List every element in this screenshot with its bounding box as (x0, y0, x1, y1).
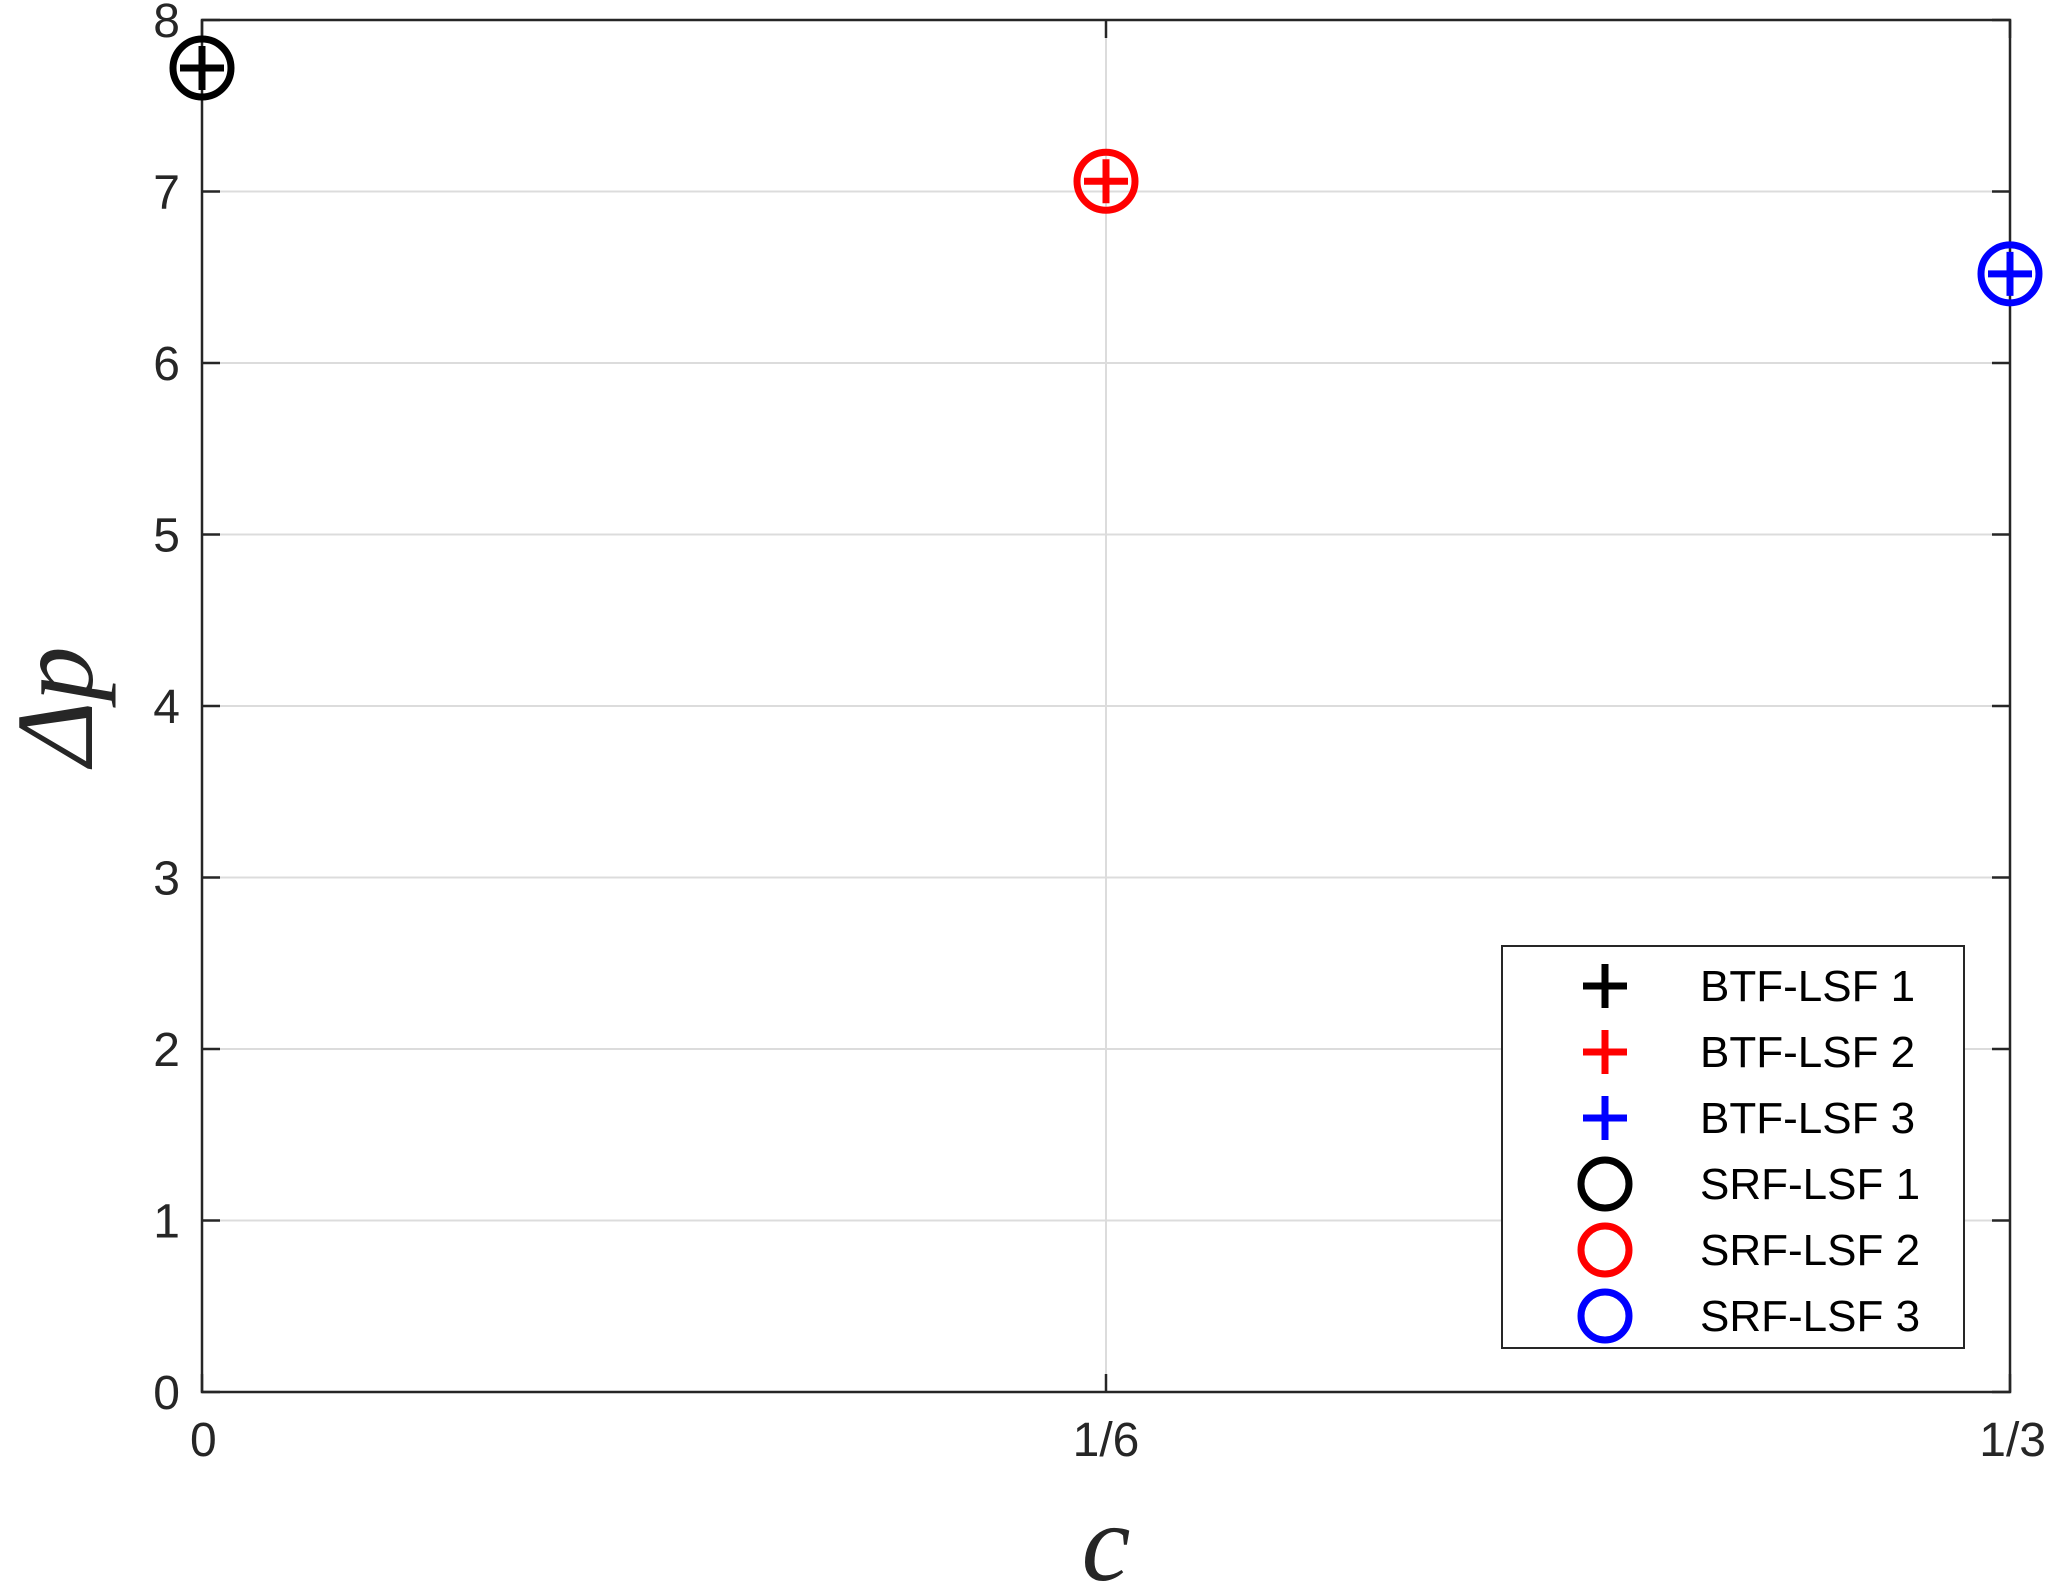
legend-entry: BTF-LSF 1 (1583, 962, 1915, 1011)
axis-ticks (200, 18, 2012, 1394)
legend-label: BTF-LSF 1 (1700, 962, 1915, 1011)
circle-marker (1073, 148, 1139, 214)
x-tick-label: 1/3 (1979, 1414, 2046, 1467)
legend: BTF-LSF 1 BTF-LSF 2 BTF-LSF 3 SRF-LSF 1 SRF-… (1501, 945, 1965, 1349)
legend-entry: BTF-LSF 2 (1583, 1028, 1915, 1077)
x-tick-label: 0 (190, 1414, 217, 1467)
y-tick-label: 7 (153, 167, 180, 220)
x-axis-label: c (1082, 1482, 1131, 1595)
x-tick-labels: 0 1/6 1/3 (190, 1414, 2046, 1467)
y-tick-label: 0 (153, 1367, 180, 1420)
y-tick-label: 5 (153, 510, 180, 563)
legend-box (1501, 945, 1965, 1349)
y-tick-label: 6 (153, 338, 180, 391)
legend-entry: SRF-LSF 1 (1577, 1156, 1920, 1212)
legend-circle-marker (1577, 1288, 1633, 1344)
legend-entry: SRF-LSF 2 (1577, 1222, 1920, 1278)
y-tick-label: 1 (153, 1196, 180, 1249)
y-axis-label: Δp (0, 646, 116, 770)
x-tick-label: 1/6 (1073, 1414, 1140, 1467)
grid-lines (202, 20, 2010, 1392)
legend-label: SRF-LSF 2 (1700, 1226, 1920, 1275)
y-tick-label: 8 (153, 0, 180, 48)
legend-label: SRF-LSF 1 (1700, 1160, 1920, 1209)
circle-marker (1977, 241, 2043, 307)
y-tick-label: 3 (153, 853, 180, 906)
legend-label: BTF-LSF 2 (1700, 1028, 1915, 1077)
series-6 (1977, 241, 2043, 307)
legend-circle-marker (1577, 1156, 1633, 1212)
y-tick-label: 2 (153, 1024, 180, 1077)
series-2 (1084, 159, 1129, 204)
series-4 (169, 35, 235, 101)
series-5 (1073, 148, 1139, 214)
legend-label: BTF-LSF 3 (1700, 1094, 1915, 1143)
legend-items: BTF-LSF 1 BTF-LSF 2 BTF-LSF 3 SRF-LSF 1 SRF-… (1577, 962, 1920, 1344)
series-1 (180, 46, 224, 91)
legend-circle-marker (1577, 1222, 1633, 1278)
data-markers (169, 35, 2043, 307)
series-3 (1988, 251, 2032, 296)
y-tick-labels: 0 1 2 3 4 5 6 7 8 (153, 0, 180, 1420)
circle-marker (169, 35, 235, 101)
y-tick-label: 4 (153, 681, 180, 734)
legend-entry: BTF-LSF 3 (1583, 1094, 1915, 1143)
legend-entry: SRF-LSF 3 (1577, 1288, 1920, 1344)
legend-label: SRF-LSF 3 (1700, 1292, 1920, 1341)
